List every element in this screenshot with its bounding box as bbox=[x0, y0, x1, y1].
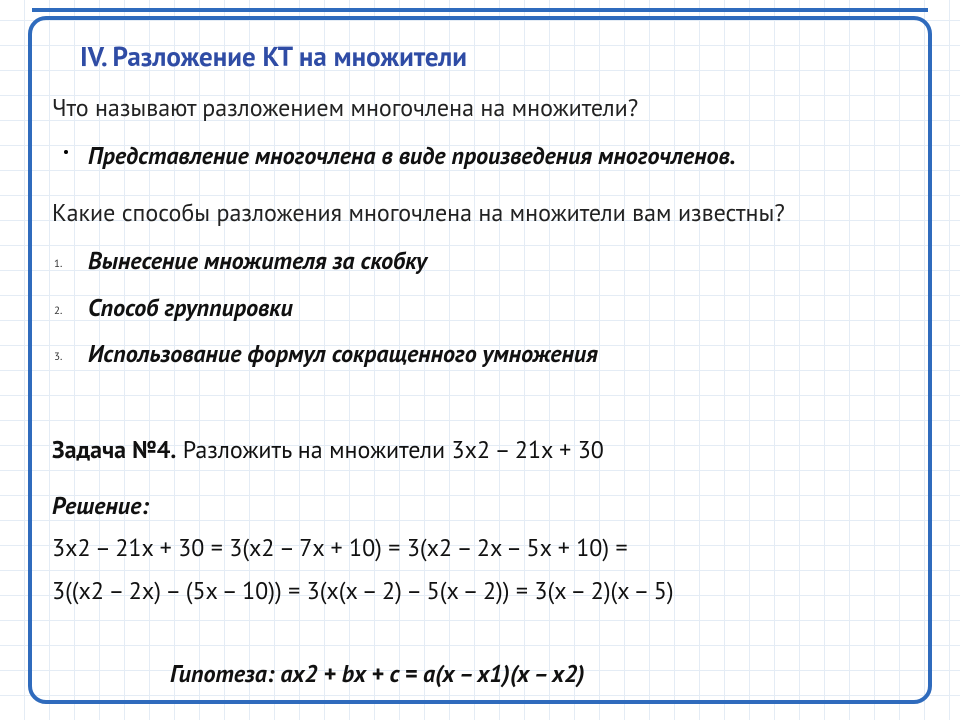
answer-1: Представление многочлена в виде произвед… bbox=[88, 140, 914, 172]
task-text: Разложить на множители 3х2 – 21х + 30 bbox=[176, 434, 604, 465]
slide-content: IV. Разложение КТ на множители Что назыв… bbox=[52, 40, 914, 384]
list-number-3: 3. bbox=[54, 350, 62, 365]
task-label: Задача №4. bbox=[52, 434, 176, 465]
method-text-1: Вынесение множителя за скобку bbox=[88, 245, 427, 276]
equation-line-2: 3((х2 – 2х) – (5х – 10)) = 3(х(х – 2) – … bbox=[52, 575, 932, 607]
bullet-dot bbox=[64, 150, 68, 154]
equation-line-1: 3х2 – 21х + 30 = 3(х2 – 7х + 10) = 3(х2 … bbox=[52, 532, 922, 564]
question-2: Какие способы разложения многочлена на м… bbox=[52, 197, 914, 229]
method-item-1: 1. Вынесение множителя за скобку bbox=[88, 245, 914, 277]
method-item-2: 2. Способ группировки bbox=[88, 292, 914, 324]
section-title: IV. Разложение КТ на множители bbox=[80, 40, 914, 74]
hypothesis: Гипотеза: ах2 + bх + с = а(х – х1)(х – х… bbox=[170, 658, 585, 690]
method-text-3: Использование формул сокращенного умноже… bbox=[88, 338, 598, 369]
method-text-2: Способ группировки bbox=[88, 292, 293, 323]
list-number-2: 2. bbox=[54, 304, 62, 319]
method-item-3: 3. Использование формул сокращенного умн… bbox=[88, 338, 914, 370]
question-1: Что называют разложением многочлена на м… bbox=[52, 92, 914, 124]
solution-label: Решение: bbox=[52, 490, 149, 522]
task-heading: Задача №4. Разложить на множители 3х2 – … bbox=[52, 434, 902, 466]
methods-list: 1. Вынесение множителя за скобку 2. Спос… bbox=[88, 245, 914, 370]
answer-1-text: Представление многочлена в виде произвед… bbox=[88, 140, 736, 171]
list-number-1: 1. bbox=[54, 257, 62, 272]
